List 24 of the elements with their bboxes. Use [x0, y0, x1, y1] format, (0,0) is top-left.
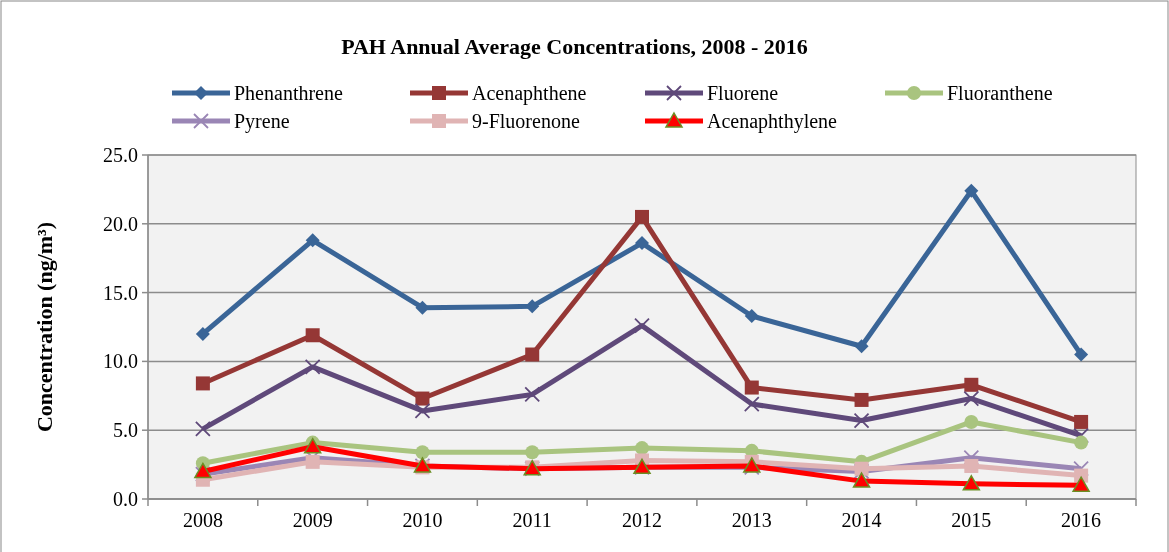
y-tick-label: 20.0 [103, 212, 138, 235]
y-tick-label: 25.0 [103, 144, 138, 166]
y-axis-title: Concentration (ng/m³) [32, 221, 57, 433]
legend-label: 9-Fluorenone [472, 110, 580, 132]
x-tick-label: 2016 [1061, 509, 1102, 531]
x-tick-label: 2012 [622, 509, 662, 531]
legend-label: Phenanthrene [234, 82, 343, 104]
legend-label: Fluoranthene [947, 82, 1053, 104]
legend-label: Pyrene [234, 110, 290, 133]
x-tick-label: 2008 [182, 509, 223, 531]
y-tick-label: 5.0 [113, 419, 138, 442]
y-tick-label: 0.0 [113, 488, 138, 510]
x-tick-label: 2015 [951, 509, 992, 531]
x-tick-label: 2011 [512, 509, 552, 531]
chart-title: PAH Annual Average Concentrations, 2008 - 2016 [341, 34, 808, 59]
x-tick-label: 2009 [292, 509, 333, 531]
x-tick-label: 2013 [731, 509, 772, 531]
x-tick-label: 2010 [402, 509, 443, 531]
x-tick-label: 2014 [841, 509, 882, 531]
legend-label: Acenaphthylene [707, 110, 838, 133]
legend-label: Fluorene [707, 82, 779, 104]
legend-label: Acenaphthene [472, 82, 587, 105]
y-tick-label: 10.0 [103, 350, 138, 373]
y-tick-label: 15.0 [103, 281, 138, 304]
